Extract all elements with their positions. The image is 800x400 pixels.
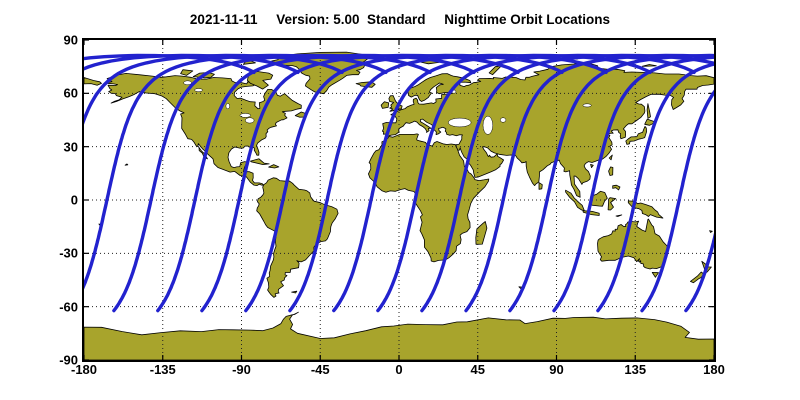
orbit-track	[596, 62, 714, 313]
landmass-cuba	[250, 158, 270, 165]
landmass-falklands	[291, 290, 298, 294]
lake-caspian-sea	[482, 115, 494, 135]
map-plot-frame	[82, 38, 716, 362]
landmass-africa	[368, 133, 490, 263]
x-tick-label: -180	[70, 362, 98, 377]
landmass-novaya-zemlya	[488, 65, 502, 76]
landmass-mindanao	[612, 184, 621, 191]
y-tick-label: -60	[59, 299, 78, 315]
landmass-australia	[597, 218, 669, 270]
orbit-track	[288, 53, 608, 313]
orbit-track	[552, 55, 714, 313]
y-tick-label: 30	[63, 139, 78, 155]
lake-lake-baikal	[582, 103, 592, 108]
landmass-timor	[615, 214, 623, 217]
landmass-honshu	[625, 126, 647, 145]
lake-lake-winnipeg	[225, 103, 230, 110]
landmass-hainan	[590, 164, 594, 168]
x-tick-label: 180	[703, 362, 725, 377]
lake-black-sea	[448, 117, 472, 128]
y-tick-label: -30	[59, 245, 78, 261]
y-tick-label: -90	[59, 352, 78, 368]
landmass-chukotka-wrap	[84, 77, 102, 86]
orbit-track	[112, 53, 432, 313]
orbit-track	[84, 53, 300, 74]
landmass-hispaniola	[268, 164, 280, 169]
landmass-hawaii	[124, 163, 129, 166]
x-tick-label: 0	[395, 362, 403, 377]
orbit-track	[640, 89, 714, 313]
lake-great-bear-lake	[183, 80, 192, 86]
landmass-java	[582, 210, 600, 216]
orbit-track	[376, 53, 696, 313]
landmass-sakhalin	[646, 103, 651, 119]
landmass-tasmania	[651, 272, 659, 278]
landmass-sri-lanka	[538, 182, 543, 190]
orbit-track	[508, 53, 714, 313]
lake-great-slave-lake	[194, 88, 203, 92]
lake-lake-michigan-huron	[245, 117, 255, 124]
landmass-hokkaido	[644, 118, 655, 126]
landmass-taiwan	[608, 154, 613, 161]
orbit-track	[332, 53, 652, 313]
orbit-track	[464, 53, 714, 313]
landmass-madagascar	[475, 221, 488, 245]
y-tick-label: 60	[63, 85, 78, 101]
landmass-banks-island	[180, 69, 194, 76]
landmass-sumatra	[565, 189, 585, 211]
orbit-track	[200, 53, 520, 313]
landmass-ireland	[380, 101, 390, 109]
y-tick-label: 0	[70, 192, 78, 208]
landmass-fiji	[709, 230, 713, 233]
orbit-track	[156, 53, 476, 313]
x-tick-label: 135	[624, 362, 647, 377]
y-tick-label: 90	[63, 32, 78, 48]
orbit-track	[84, 53, 388, 290]
orbit-track	[84, 53, 344, 125]
landmass-south-america	[256, 177, 339, 298]
x-tick-label: 45	[470, 362, 485, 377]
orbit-track	[684, 232, 714, 313]
x-tick-label: -45	[310, 362, 330, 377]
x-tick-label: -90	[232, 362, 251, 377]
x-tick-label: 90	[549, 362, 564, 377]
lake-lake-superior	[239, 113, 251, 118]
orbit-track	[244, 53, 564, 313]
orbit-track	[420, 53, 714, 313]
page-title: 2021-11-11 Version: 5.00 Standard Nightt…	[189, 12, 611, 27]
landmass-luzon	[608, 166, 614, 176]
lake-aral-sea	[500, 117, 507, 123]
landmass-new-siberian-is	[641, 64, 657, 67]
landmass-sulawesi	[607, 197, 617, 211]
world-map-plot	[84, 40, 714, 360]
landmass-baffin-island	[247, 71, 274, 90]
landmass-north-america	[104, 73, 302, 186]
x-tick-label: -135	[149, 362, 176, 377]
